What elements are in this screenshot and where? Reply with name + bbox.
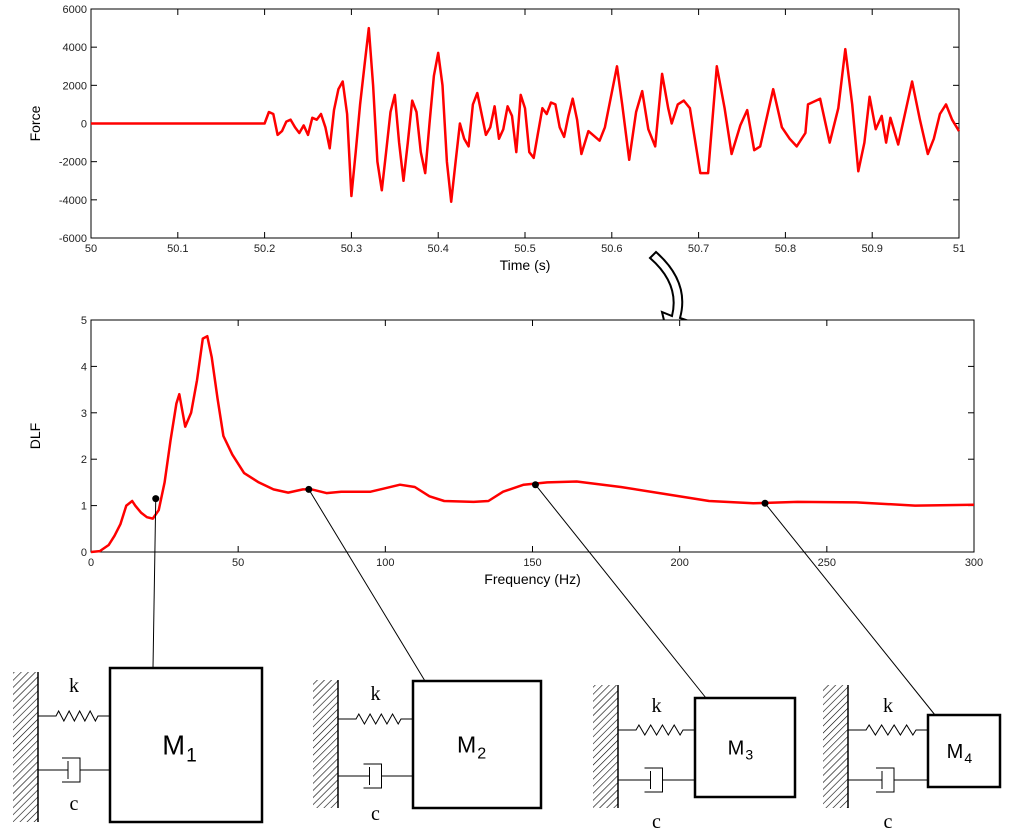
x-tick-label: 50.6	[601, 243, 622, 255]
damper	[38, 757, 110, 783]
mass-label: M	[457, 732, 476, 758]
mass-label: M	[947, 741, 964, 763]
spring	[338, 712, 413, 726]
wall	[593, 685, 618, 808]
x-tick-label: 50	[85, 243, 97, 255]
x-axis-label: Time (s)	[500, 257, 551, 273]
damper-label: c	[884, 811, 893, 833]
y-tick-label: 3	[81, 408, 87, 420]
x-tick-label: 50.5	[514, 243, 535, 255]
data-line	[90, 334, 975, 554]
spring	[848, 724, 928, 736]
plot-frame	[90, 319, 975, 553]
y-tick-label: 5	[81, 315, 87, 327]
data-line	[91, 26, 961, 203]
y-tick-label: -4000	[59, 195, 87, 207]
mass	[926, 713, 1002, 789]
spring-label: k	[371, 683, 381, 705]
marker	[761, 499, 769, 507]
wall	[823, 685, 848, 808]
spring	[38, 709, 110, 723]
mass	[693, 696, 797, 799]
spring	[618, 724, 695, 736]
y-axis-label: Force	[27, 105, 43, 141]
x-tick-label: 50.3	[341, 243, 362, 255]
y-tick-label: 2000	[63, 80, 87, 92]
y-tick-label: 2	[81, 454, 87, 466]
mass	[108, 666, 264, 824]
marker	[305, 485, 313, 493]
mass-index: 3	[745, 747, 753, 763]
x-tick-label: 100	[376, 557, 394, 569]
wall	[13, 672, 38, 822]
marker	[152, 495, 160, 503]
x-tick-label: 50.8	[775, 243, 796, 255]
x-tick-label: 0	[88, 557, 94, 569]
y-tick-label: 0	[81, 119, 87, 131]
x-tick-label: 50.7	[688, 243, 709, 255]
connector	[764, 502, 936, 716]
x-tick-label: 50.2	[254, 243, 275, 255]
x-tick-label: 200	[670, 557, 688, 569]
damper-label: c	[70, 793, 79, 815]
mass	[411, 679, 543, 810]
damper	[848, 767, 928, 793]
mass-label: M	[728, 738, 745, 760]
x-tick-label: 51	[953, 243, 965, 255]
damper	[338, 763, 413, 789]
spring-label: k	[883, 695, 893, 717]
x-tick-label: 300	[965, 557, 983, 569]
x-tick-label: 50.1	[167, 243, 188, 255]
mass-index: 4	[964, 750, 972, 766]
y-tick-label: 0	[81, 547, 87, 559]
mass-label: M	[162, 730, 185, 761]
y-tick-label: 4000	[63, 42, 87, 54]
spring-label: k	[69, 675, 79, 697]
x-tick-label: 50.4	[427, 243, 448, 255]
connector	[308, 489, 426, 682]
y-axis-label: DLF	[27, 423, 43, 449]
y-tick-label: -2000	[59, 157, 87, 169]
mass-index: 2	[477, 744, 486, 762]
y-tick-label: 1	[81, 501, 87, 513]
marker	[531, 481, 539, 489]
y-tick-label: -6000	[59, 233, 87, 245]
connector	[152, 498, 157, 669]
x-tick-label: 50	[232, 557, 244, 569]
damper-label: c	[371, 803, 380, 825]
y-tick-label: 6000	[63, 4, 87, 16]
x-tick-label: 250	[818, 557, 836, 569]
x-axis-label: Frequency (Hz)	[484, 571, 580, 587]
spring-label: k	[652, 695, 662, 717]
x-tick-label: 150	[523, 557, 541, 569]
x-tick-label: 50.9	[861, 243, 882, 255]
wall	[313, 680, 338, 808]
connector	[535, 484, 707, 699]
y-tick-label: 4	[81, 361, 87, 373]
damper	[618, 767, 695, 793]
mass-index: 1	[186, 745, 197, 766]
damper-label: c	[652, 811, 661, 833]
